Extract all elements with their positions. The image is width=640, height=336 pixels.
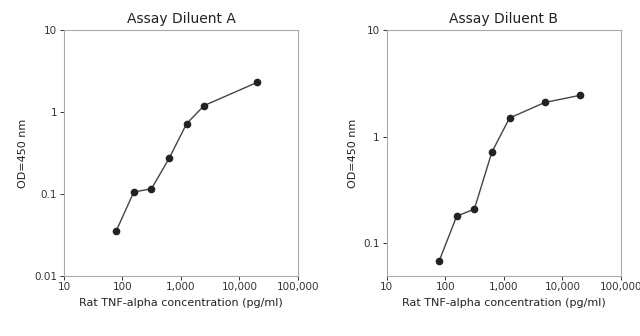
Title: Assay Diluent B: Assay Diluent B <box>449 12 558 26</box>
X-axis label: Rat TNF-alpha concentration (pg/ml): Rat TNF-alpha concentration (pg/ml) <box>402 298 605 308</box>
Y-axis label: OD=450 nm: OD=450 nm <box>19 118 29 187</box>
Title: Assay Diluent A: Assay Diluent A <box>127 12 236 26</box>
X-axis label: Rat TNF-alpha concentration (pg/ml): Rat TNF-alpha concentration (pg/ml) <box>79 298 283 308</box>
Y-axis label: OD=450 nm: OD=450 nm <box>348 118 358 187</box>
